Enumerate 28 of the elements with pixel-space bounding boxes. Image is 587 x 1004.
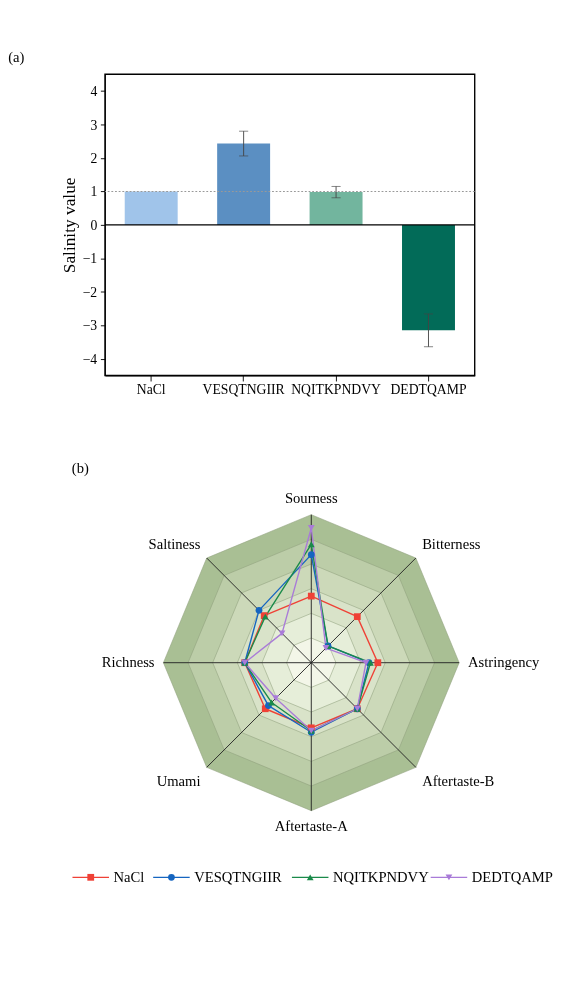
y-tick-label: −4 [82, 351, 98, 367]
y-tick-label: 0 [90, 217, 98, 233]
spoke-label: Bitterness [422, 536, 481, 553]
chart-title: (b) [71, 460, 89, 478]
spoke-label: Umami [156, 772, 201, 789]
y-tick-label: 4 [90, 84, 98, 100]
y-tick-label: −2 [82, 284, 98, 300]
spoke-label: Sourness [284, 490, 338, 507]
spoke-label: Astringency [468, 654, 541, 671]
x-tick-label: DEDTQAMP [390, 382, 467, 398]
legend-label: NQITKPNDVY [333, 868, 430, 885]
y-tick-label: −1 [82, 251, 98, 267]
legend-label: DEDTQAMP [471, 868, 553, 885]
legend-label: NaCl [113, 868, 145, 885]
spoke-label: Aftertaste-B [422, 772, 495, 789]
x-tick-label: NQITKPNDVY [291, 382, 382, 398]
x-tick-label: VESQTNGIIR [202, 382, 286, 398]
y-tick-label: 3 [90, 117, 98, 133]
y-tick-label: 1 [90, 184, 98, 200]
x-tick-label: NaCl [136, 382, 166, 398]
chart-title: (a) [8, 49, 25, 67]
legend-label: VESQTNGIIR [194, 868, 283, 885]
y-tick-label: −3 [82, 318, 98, 334]
y-axis-title: Salinity value [60, 177, 80, 274]
y-tick-label: 2 [90, 150, 98, 166]
spoke-label: Saltiness [148, 536, 201, 553]
spoke-label: Aftertaste-A [274, 818, 349, 835]
spoke-label: Richness [101, 654, 155, 671]
